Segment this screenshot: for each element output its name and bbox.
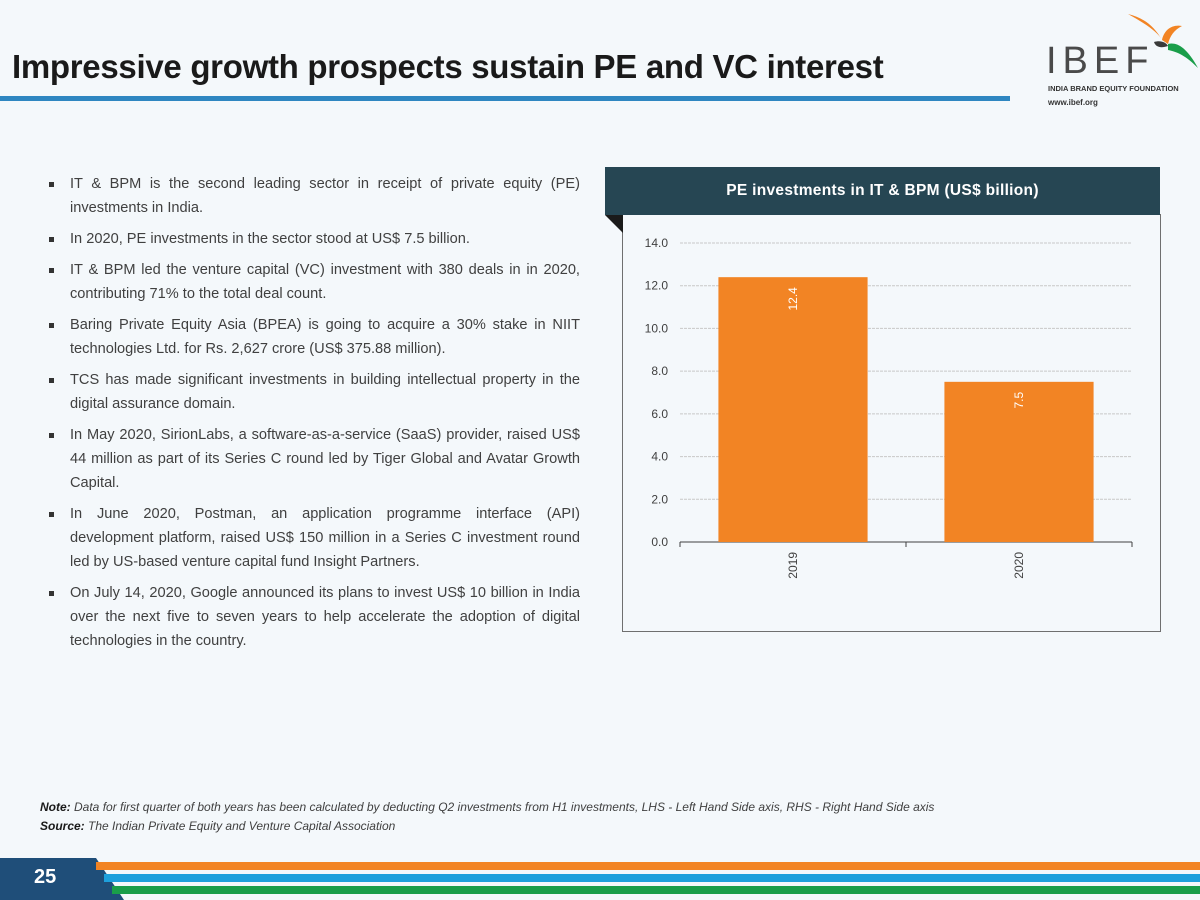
logo-subtitle: INDIA BRAND EQUITY FOUNDATION — [1048, 84, 1179, 93]
y-tick-label: 2.0 — [651, 492, 668, 506]
y-tick-label: 12.0 — [645, 279, 669, 293]
bullet-item: In 2020, PE investments in the sector st… — [48, 227, 580, 251]
y-tick-label: 6.0 — [651, 407, 668, 421]
source-line: Source: The Indian Private Equity and Ve… — [40, 817, 934, 836]
x-tick-label: 2020 — [1012, 552, 1026, 579]
source-label: Source: — [40, 819, 85, 833]
bullet-item: IT & BPM led the venture capital (VC) in… — [48, 258, 580, 306]
footer-stripe-blue — [104, 874, 1200, 882]
page-number-tab — [0, 858, 124, 900]
data-label: 7.5 — [1012, 392, 1026, 409]
footer-stripe-orange — [96, 862, 1200, 870]
bullet-item: IT & BPM is the second leading sector in… — [48, 172, 580, 220]
x-tick-label: 2019 — [786, 552, 800, 579]
chart-header-fold — [605, 215, 623, 233]
logo-url: www.ibef.org — [1048, 98, 1098, 107]
bar-2020 — [944, 381, 1094, 542]
source-text: The Indian Private Equity and Venture Ca… — [84, 819, 396, 833]
bullet-item: On July 14, 2020, Google announced its p… — [48, 581, 580, 653]
bird-icon — [1128, 14, 1198, 68]
y-tick-label: 10.0 — [645, 321, 669, 335]
bar-chart: 0.0 2.0 4.0 6.0 8.0 10.0 12.0 14.0 12.4 2019 7.5 20… — [645, 236, 1133, 579]
note-text: Data for first quarter of both years has… — [70, 800, 935, 814]
logo-wordmark: IBEF — [1046, 40, 1155, 82]
y-tick-label: 0.0 — [651, 535, 668, 549]
note-line: Note: Data for first quarter of both yea… — [40, 798, 934, 817]
footnote: Note: Data for first quarter of both yea… — [40, 798, 934, 836]
bar-2019 — [718, 277, 868, 542]
page-number: 25 — [34, 866, 57, 888]
note-label: Note: — [40, 800, 71, 814]
y-tick-label: 14.0 — [645, 236, 669, 250]
y-tick-label: 4.0 — [651, 450, 668, 464]
bullet-item: TCS has made significant investments in … — [48, 368, 580, 416]
data-label: 12.4 — [786, 287, 800, 311]
page-title: Impressive growth prospects sustain PE a… — [12, 48, 884, 85]
bullet-item: Baring Private Equity Asia (BPEA) is goi… — [48, 313, 580, 361]
ibef-logo: IBEF INDIA BRAND EQUITY FOUNDATION www.i… — [1040, 12, 1200, 112]
bullet-list: IT & BPM is the second leading sector in… — [48, 172, 580, 660]
chart-title: PE investments in IT & BPM (US$ billion) — [605, 167, 1160, 215]
title-divider — [0, 96, 1010, 101]
footer-stripe-green — [112, 886, 1200, 894]
y-tick-label: 8.0 — [651, 364, 668, 378]
bullet-item: In June 2020, Postman, an application pr… — [48, 502, 580, 574]
bullet-item: In May 2020, SirionLabs, a software-as-a… — [48, 423, 580, 495]
